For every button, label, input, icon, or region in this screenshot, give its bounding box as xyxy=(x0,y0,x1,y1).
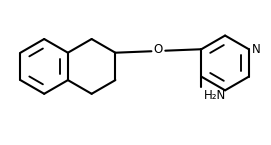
Text: H₂N: H₂N xyxy=(204,89,226,102)
Text: N: N xyxy=(251,43,260,56)
Text: O: O xyxy=(154,43,163,56)
